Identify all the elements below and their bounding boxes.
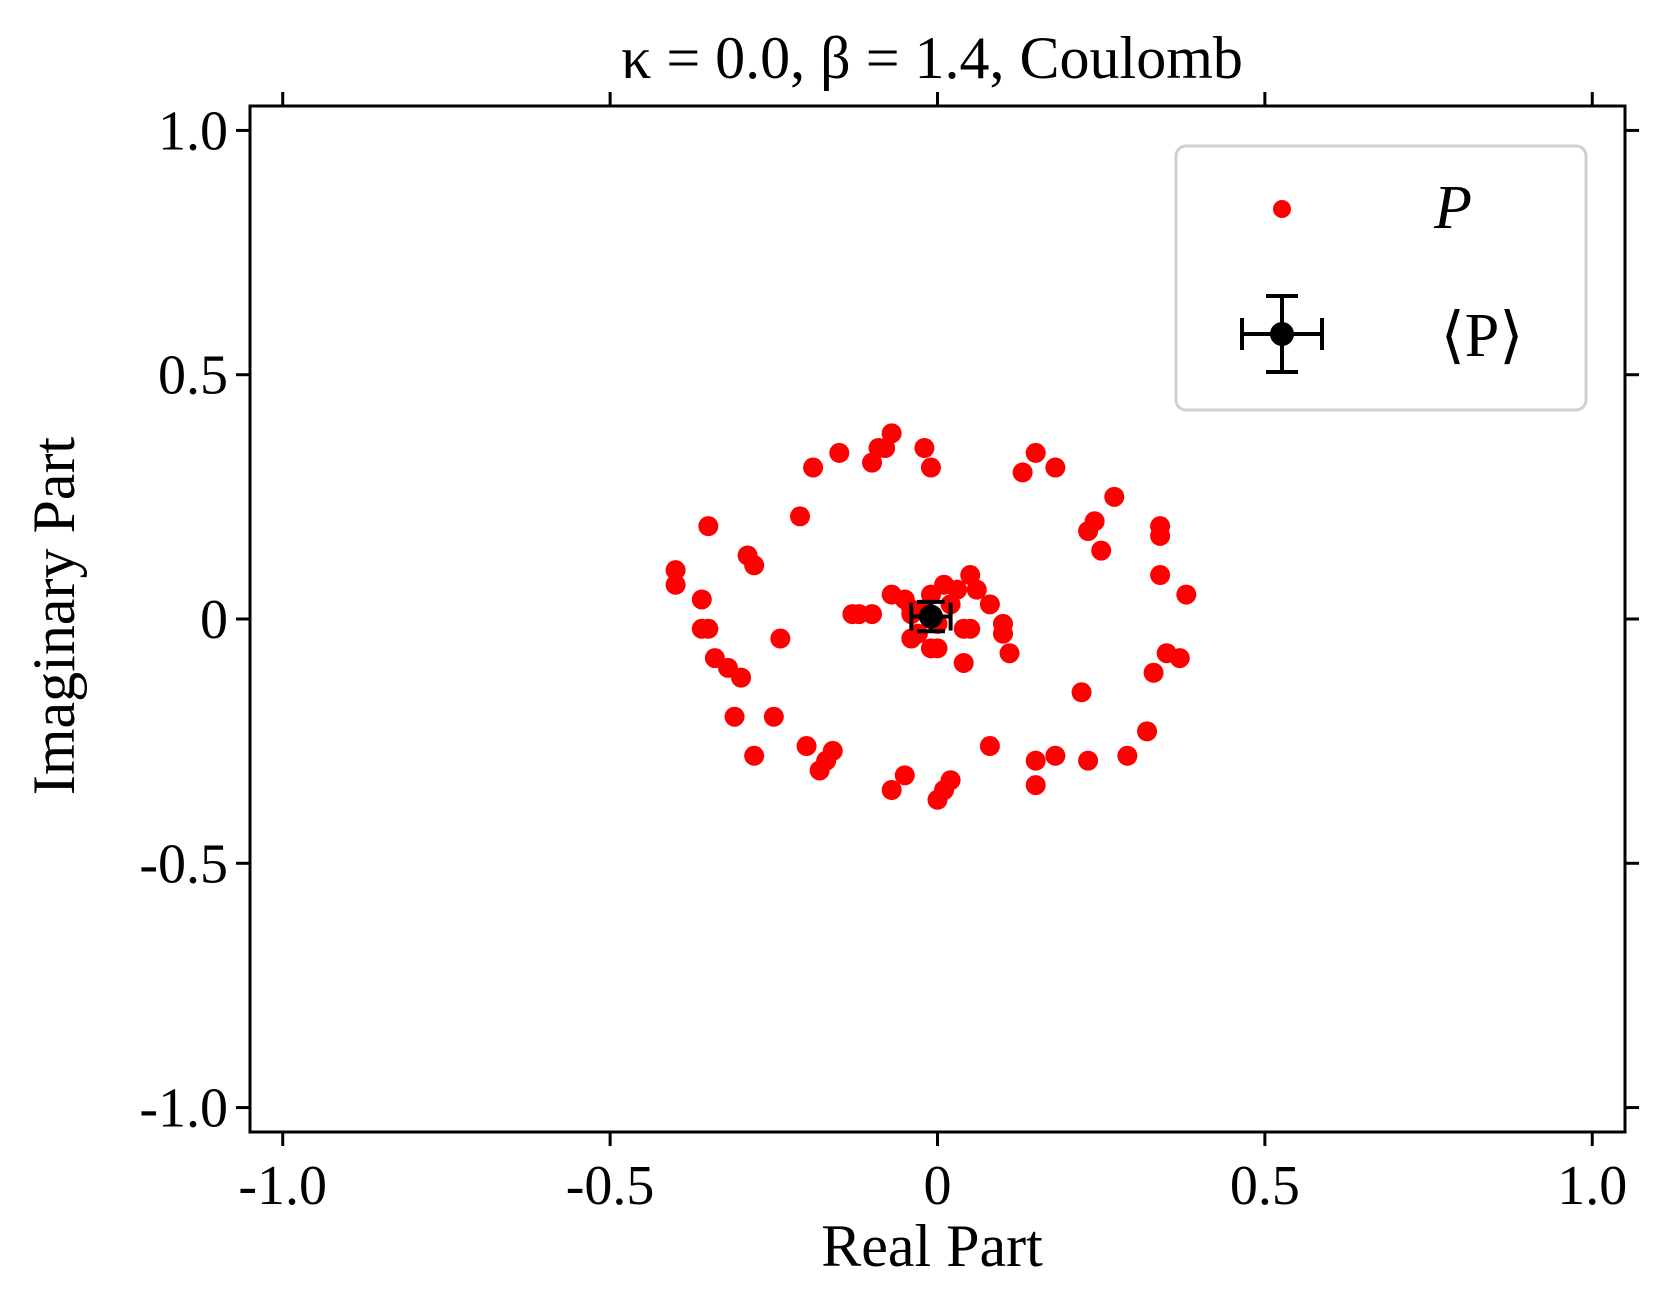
scatter-point (881, 584, 902, 605)
y-tick-label: -0.5 (139, 833, 228, 895)
scatter-point (1045, 745, 1066, 766)
scatter-point (1150, 565, 1171, 586)
mean-point-with-errorbars (909, 599, 953, 634)
scatter-point (1071, 682, 1092, 703)
scatter-point (1025, 442, 1046, 463)
scatter-point (920, 457, 941, 478)
scatter-point (1117, 745, 1138, 766)
x-tick-label: 0.5 (1230, 1155, 1300, 1217)
legend-label-mean-p: ⟨P⟩ (1441, 302, 1524, 370)
scatter-point (1084, 511, 1105, 532)
x-tick-label: -1.0 (238, 1155, 327, 1217)
y-tick-label: 0 (200, 589, 228, 651)
scatter-point (940, 770, 961, 791)
scatter-point (724, 706, 745, 727)
legend-label-p: P (1433, 174, 1472, 242)
scatter-point (862, 604, 883, 625)
scatter-point (691, 589, 712, 610)
x-axis-label: Real Part (821, 1213, 1043, 1279)
scatter-point (829, 442, 850, 463)
scatter-point (665, 574, 686, 595)
scatter-point (1078, 750, 1099, 771)
scatter-point (947, 579, 968, 600)
scatter-point (953, 652, 974, 673)
scatter-point (796, 736, 817, 757)
scatter-point (744, 555, 765, 576)
scatter-point (1104, 486, 1125, 507)
y-tick-label: 0.5 (158, 345, 228, 407)
scatter-point (842, 604, 863, 625)
scatter-point (1169, 648, 1190, 669)
scatter-point (979, 594, 1000, 615)
scatter-point (803, 457, 824, 478)
legend-frame (1174, 144, 1588, 412)
x-tick-label: -0.5 (566, 1155, 655, 1217)
scatter-point (1025, 750, 1046, 771)
scatter-point (979, 736, 1000, 757)
scatter-point (790, 506, 810, 527)
scatter-point (822, 740, 843, 761)
scatter-point (1137, 721, 1158, 742)
chart-title: κ = 0.0, β = 1.4, Coulomb (621, 25, 1243, 91)
mean-point (918, 604, 943, 629)
scatter-point (1143, 662, 1164, 683)
axis-ticks: -1.0 -0.5 0 0.5 1.0 -1.0 -0.5 0 0.5 1.0 (139, 92, 1639, 1217)
scatter-point (901, 628, 922, 649)
y-axis-label: Imaginary Part (21, 437, 87, 796)
scatter-point (894, 765, 915, 786)
scatter-point (992, 623, 1013, 644)
scatter-point (691, 618, 712, 639)
scatter-point (698, 516, 719, 537)
scatter-point (1012, 462, 1033, 483)
scatter-point (999, 643, 1020, 664)
scatter-point (744, 745, 765, 766)
scatter-point (731, 667, 752, 688)
x-tick-label: 1.0 (1557, 1155, 1627, 1217)
scatter-point (966, 579, 987, 600)
scatter-point (953, 618, 974, 639)
scatter-point (1091, 540, 1112, 561)
legend: P ⟨P⟩ (1174, 144, 1588, 412)
scatter-point (875, 438, 896, 458)
scatter-point (1176, 584, 1197, 605)
scatter-point (763, 706, 784, 727)
scatter-point (1045, 457, 1066, 478)
legend-marker-p (1273, 200, 1291, 218)
y-tick-label: 1.0 (158, 100, 228, 162)
scatter-points (665, 423, 1197, 810)
y-tick-label: -1.0 (139, 1078, 228, 1140)
scatter-point (881, 780, 902, 800)
scatter-point (1150, 525, 1171, 546)
x-tick-label: 0 (924, 1155, 952, 1217)
scatter-point (920, 638, 941, 659)
scatter-point (665, 560, 686, 581)
legend-marker-mean (1240, 294, 1324, 374)
scatter-point (914, 438, 935, 458)
scatter-point (770, 628, 791, 649)
scatter-point (1025, 775, 1046, 796)
